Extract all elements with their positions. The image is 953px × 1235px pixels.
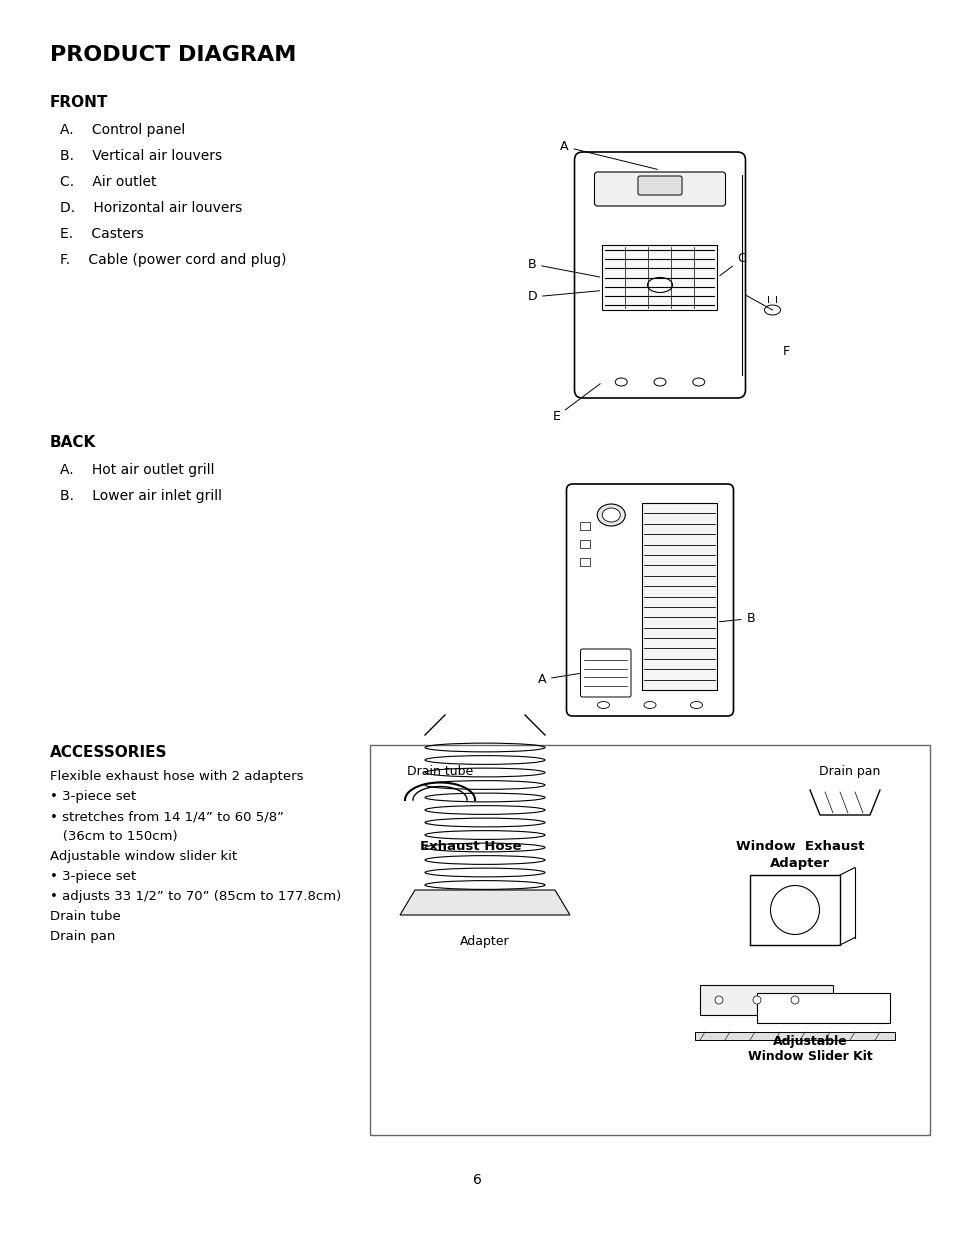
Bar [579,522,590,530]
Text: Exhaust Hose: Exhaust Hose [419,840,521,853]
Text: A: A [559,140,657,169]
Text: Window Slider Kit: Window Slider Kit [747,1050,871,1063]
Text: D: D [527,290,599,304]
Text: E: E [552,384,599,424]
Ellipse shape [654,378,665,387]
Text: A.  Control panel: A. Control panel [60,124,185,137]
Polygon shape [399,890,569,915]
Text: Drain tube: Drain tube [406,764,473,778]
Text: • stretches from 14 1/4” to 60 5/8”: • stretches from 14 1/4” to 60 5/8” [50,810,284,823]
Ellipse shape [690,701,701,709]
Text: Window  Exhaust: Window Exhaust [735,840,863,853]
Bar [757,993,889,1023]
FancyBboxPatch shape [638,177,681,195]
Ellipse shape [714,995,722,1004]
Text: ACCESSORIES: ACCESSORIES [50,745,168,760]
Ellipse shape [647,278,672,293]
FancyBboxPatch shape [594,172,724,206]
Text: 6: 6 [472,1173,481,1187]
Text: Drain pan: Drain pan [50,930,115,944]
FancyBboxPatch shape [574,152,744,398]
Ellipse shape [790,995,799,1004]
Text: A.  Hot air outlet grill: A. Hot air outlet grill [60,463,214,477]
Text: PRODUCT DIAGRAM: PRODUCT DIAGRAM [50,44,296,65]
Bar [579,540,590,548]
Text: BACK: BACK [50,435,96,450]
Text: B.  Vertical air louvers: B. Vertical air louvers [60,149,222,163]
Text: B: B [527,258,599,277]
Ellipse shape [692,378,704,387]
Text: A: A [537,673,579,685]
Text: FRONT: FRONT [50,95,109,110]
Text: • 3-piece set: • 3-piece set [50,790,136,803]
Text: C.  Air outlet: C. Air outlet [60,175,156,189]
Text: Adapter: Adapter [459,935,509,948]
Bar [602,245,717,310]
Bar [370,745,929,1135]
Ellipse shape [615,378,626,387]
Text: Drain tube: Drain tube [50,910,121,923]
Text: C: C [719,252,745,275]
Text: B.  Lower air inlet grill: B. Lower air inlet grill [60,489,222,503]
Bar [695,1032,894,1040]
Ellipse shape [643,701,656,709]
Ellipse shape [597,504,624,526]
Text: Flexible exhaust hose with 2 adapters: Flexible exhaust hose with 2 adapters [50,769,303,783]
Text: D.  Horizontal air louvers: D. Horizontal air louvers [60,201,242,215]
Text: • 3-piece set: • 3-piece set [50,869,136,883]
Ellipse shape [752,995,760,1004]
Bar [641,503,716,690]
Text: F.  Cable (power cord and plug): F. Cable (power cord and plug) [60,253,286,267]
FancyBboxPatch shape [579,650,630,697]
Text: B: B [719,613,755,625]
Bar [579,558,590,566]
Text: • adjusts 33 1/2” to 70” (85cm to 177.8cm): • adjusts 33 1/2” to 70” (85cm to 177.8c… [50,890,341,903]
Text: F: F [781,345,789,358]
Text: Adjustable: Adjustable [772,1035,846,1049]
Text: E.  Casters: E. Casters [60,227,144,241]
Text: Drain pan: Drain pan [819,764,880,778]
Text: Adjustable window slider kit: Adjustable window slider kit [50,850,237,863]
Ellipse shape [597,701,609,709]
Text: Adapter: Adapter [769,857,829,869]
Ellipse shape [601,508,619,522]
Text: (36cm to 150cm): (36cm to 150cm) [50,830,177,844]
Bar [700,986,832,1015]
FancyBboxPatch shape [566,484,733,716]
